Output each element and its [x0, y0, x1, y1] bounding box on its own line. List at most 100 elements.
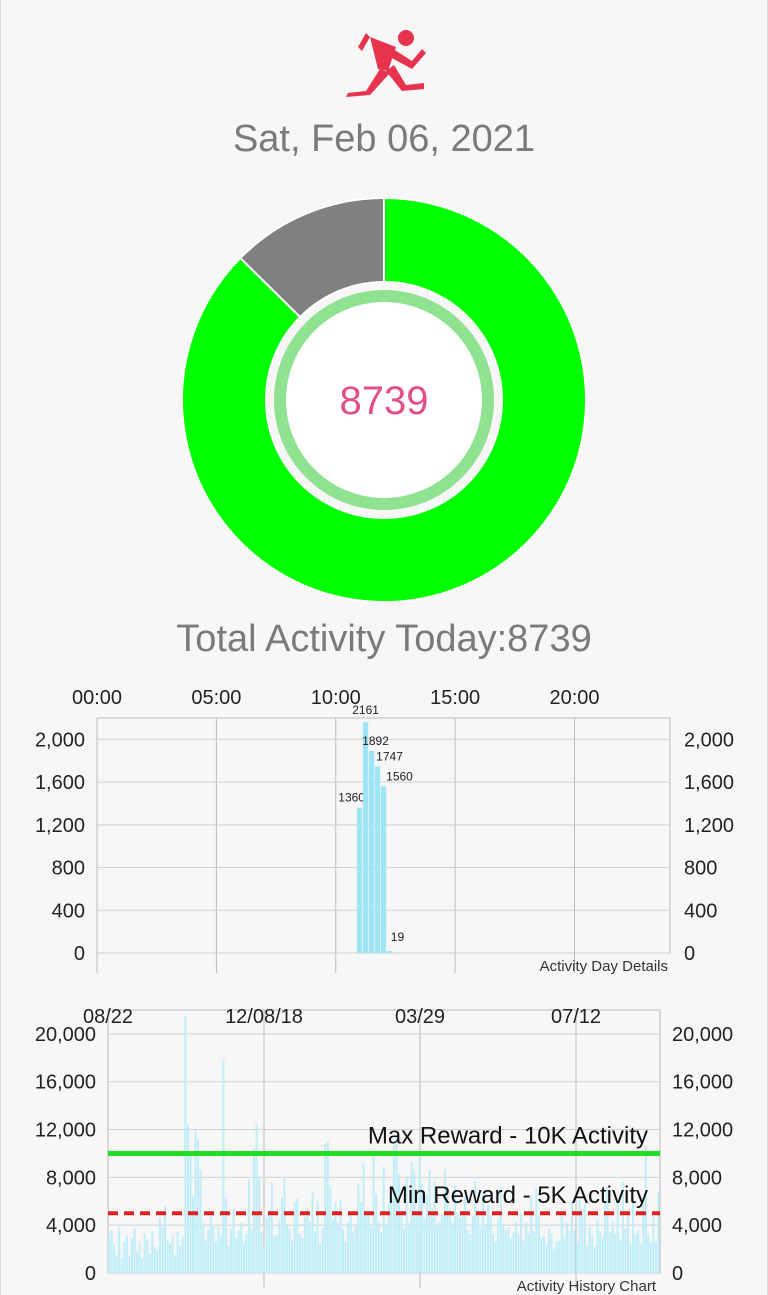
- history-bar: [530, 1196, 533, 1273]
- day-bar-label: 1560: [386, 769, 413, 783]
- history-bar: [158, 1218, 161, 1273]
- history-bar: [609, 1232, 612, 1273]
- history-bar: [352, 1232, 355, 1273]
- history-bar: [431, 1208, 434, 1273]
- history-bar: [219, 1235, 222, 1273]
- history-bar: [342, 1228, 345, 1273]
- history-bar: [542, 1235, 546, 1273]
- day-y-tick-label-left: 1,600: [35, 772, 85, 794]
- history-bar: [515, 1221, 518, 1273]
- day-bar-label: 1747: [376, 749, 403, 763]
- history-bar: [441, 1214, 444, 1273]
- history-bar: [202, 1222, 205, 1273]
- history-bar: [357, 1184, 360, 1273]
- history-bar: [415, 1213, 418, 1273]
- history-bar: [657, 1191, 660, 1273]
- history-bar: [130, 1238, 133, 1273]
- history-y-tick-label-right: 16,000: [672, 1072, 733, 1094]
- history-bar: [171, 1235, 174, 1273]
- history-bar: [532, 1231, 535, 1273]
- history-bar: [263, 1246, 266, 1273]
- history-bar: [199, 1170, 202, 1273]
- history-bar: [260, 1232, 263, 1273]
- history-bar: [611, 1221, 614, 1273]
- history-bar: [161, 1227, 164, 1273]
- day-bar-label: 1360: [338, 791, 365, 805]
- history-y-tick-label-right: 20,000: [672, 1024, 733, 1046]
- day-y-tick-label-left: 1,200: [35, 815, 85, 837]
- left-edge-divider: [0, 0, 1, 1295]
- history-bar: [123, 1241, 126, 1273]
- history-bar: [181, 1235, 184, 1273]
- history-bar: [385, 1223, 388, 1273]
- history-bar: [644, 1146, 647, 1273]
- history-y-tick-label-right: 4,000: [672, 1215, 722, 1237]
- history-bar: [642, 1197, 645, 1273]
- history-bar: [601, 1237, 604, 1273]
- day-y-tick-label-left: 0: [74, 943, 85, 965]
- history-bar: [413, 1171, 416, 1273]
- history-bar: [329, 1186, 332, 1273]
- history-bar: [606, 1186, 609, 1273]
- history-bar: [479, 1227, 482, 1273]
- history-bar: [326, 1141, 329, 1273]
- history-bar: [235, 1238, 238, 1273]
- total-activity-label: Total Activity Today:8739: [176, 618, 592, 660]
- history-bar: [247, 1179, 250, 1273]
- history-bar: [163, 1206, 166, 1273]
- history-bar: [588, 1227, 591, 1273]
- day-y-tick-label-right: 1,200: [684, 815, 734, 837]
- history-bar: [240, 1222, 243, 1273]
- donut-center: [286, 302, 482, 498]
- history-bar: [451, 1222, 454, 1273]
- history-bar: [509, 1238, 512, 1273]
- history-bar: [308, 1221, 311, 1273]
- history-bar: [527, 1233, 530, 1273]
- day-y-tick-label-right: 0: [684, 943, 695, 965]
- history-bar: [311, 1191, 314, 1273]
- donut-center-value: 8739: [340, 379, 429, 423]
- day-chart-grid: [96, 717, 671, 973]
- history-chart-bars: [108, 1015, 660, 1273]
- history-bar: [581, 1214, 584, 1273]
- history-bar: [632, 1196, 635, 1273]
- history-bar: [354, 1226, 357, 1273]
- history-bar: [629, 1244, 632, 1273]
- history-bar: [375, 1194, 378, 1273]
- history-bar: [280, 1197, 284, 1273]
- history-bar: [576, 1243, 579, 1273]
- history-bar: [250, 1228, 253, 1273]
- history-bar: [621, 1182, 624, 1273]
- history-bar: [637, 1229, 640, 1273]
- history-bar: [362, 1164, 365, 1273]
- history-y-tick-label-left: 20,000: [35, 1024, 96, 1046]
- history-bar: [115, 1255, 118, 1273]
- history-bar: [186, 1123, 189, 1273]
- history-bar: [143, 1233, 146, 1273]
- history-bar: [336, 1222, 339, 1273]
- history-bar: [319, 1244, 322, 1273]
- history-bar: [397, 1173, 401, 1273]
- day-chart-ticks: 00:00 05:00 10:00 15:00 20:00 0 0 400 400 800 800 1…: [35, 687, 734, 965]
- history-bar: [314, 1231, 317, 1273]
- history-bar: [120, 1258, 123, 1273]
- history-bar: [125, 1235, 128, 1273]
- day-bar-label: 19: [391, 930, 405, 944]
- history-bar: [456, 1213, 459, 1273]
- history-bar: [179, 1245, 182, 1273]
- history-bar: [403, 1228, 406, 1273]
- history-bar: [578, 1200, 581, 1273]
- history-bar: [604, 1202, 607, 1273]
- history-bar: [194, 1130, 197, 1273]
- history-bar: [344, 1241, 347, 1273]
- history-bar: [522, 1240, 525, 1273]
- day-y-tick-label-right: 800: [684, 858, 717, 880]
- history-bar: [291, 1240, 294, 1273]
- history-y-tick-label-right: 0: [672, 1263, 683, 1285]
- history-bar: [560, 1210, 563, 1273]
- history-bar: [191, 1196, 194, 1273]
- history-bar: [148, 1253, 151, 1273]
- day-bar: [374, 766, 381, 953]
- runner-icon: [346, 30, 426, 97]
- history-bar: [573, 1229, 576, 1273]
